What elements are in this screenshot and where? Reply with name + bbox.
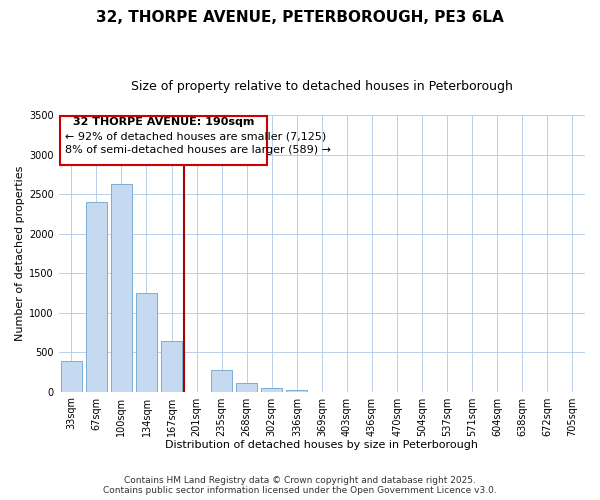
Title: Size of property relative to detached houses in Peterborough: Size of property relative to detached ho… (131, 80, 513, 93)
Bar (261, 388, 283, 392)
Bar (286, 390, 307, 392)
X-axis label: Distribution of detached houses by size in Peterborough: Distribution of detached houses by size … (166, 440, 478, 450)
Y-axis label: Number of detached properties: Number of detached properties (15, 166, 25, 341)
Text: ← 92% of detached houses are smaller (7,125): ← 92% of detached houses are smaller (7,… (65, 131, 326, 141)
Bar (61, 361, 82, 392)
Text: 8% of semi-detached houses are larger (589) →: 8% of semi-detached houses are larger (5… (65, 145, 331, 155)
Text: Contains HM Land Registry data © Crown copyright and database right 2025.
Contai: Contains HM Land Registry data © Crown c… (103, 476, 497, 495)
Text: 32 THORPE AVENUE: 190sqm: 32 THORPE AVENUE: 190sqm (73, 117, 254, 127)
Text: 32, THORPE AVENUE, PETERBOROUGH, PE3 6LA: 32, THORPE AVENUE, PETERBOROUGH, PE3 6LA (96, 10, 504, 25)
FancyBboxPatch shape (60, 116, 267, 165)
Bar (111, 184, 132, 392)
Bar (161, 340, 182, 392)
Bar (86, 202, 107, 392)
Bar (236, 383, 257, 392)
Bar (211, 370, 232, 392)
Bar (136, 293, 157, 392)
